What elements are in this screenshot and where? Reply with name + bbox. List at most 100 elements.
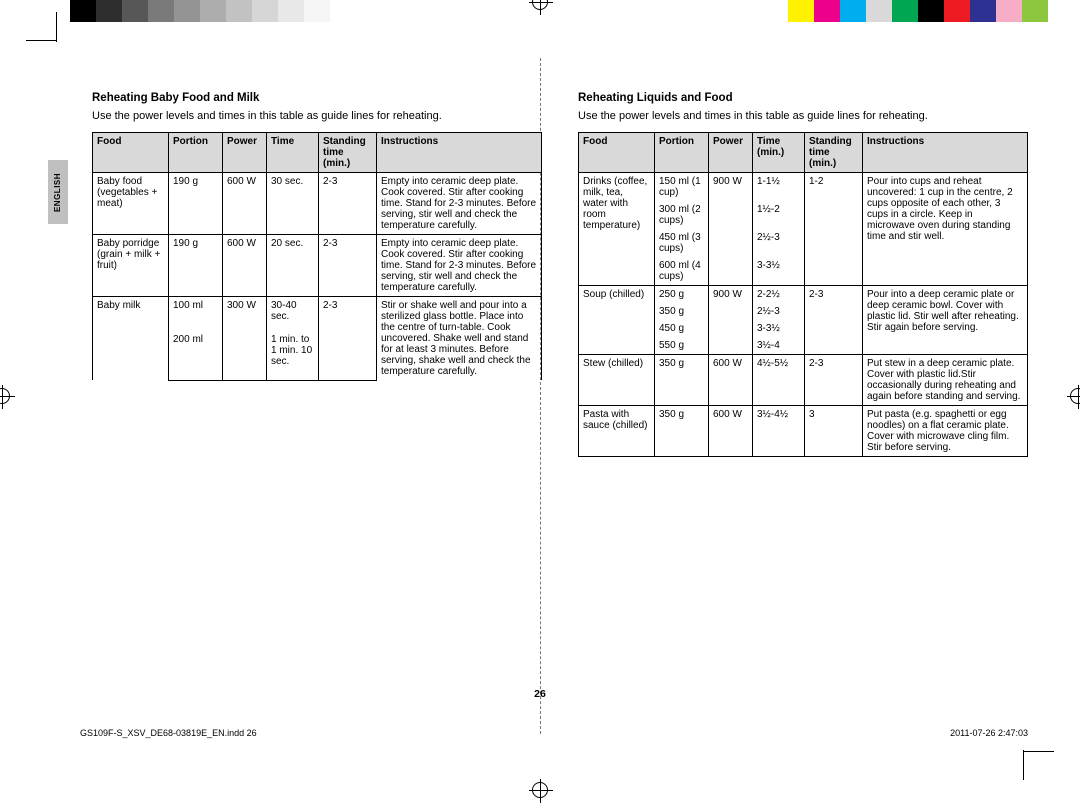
language-tab-label: ENGLISH: [54, 172, 63, 211]
table-row: Stew (chilled)350 g600 W4½-5½2-3Put stew…: [579, 355, 1028, 406]
table-header: Power: [709, 133, 753, 173]
cell-time: 1½-2: [753, 201, 805, 229]
cell-power: 600 W: [709, 355, 753, 406]
table-header: Instructions: [863, 133, 1028, 173]
print-footer: GS109F-S_XSV_DE68-03819E_EN.indd 26 2011…: [80, 728, 1028, 738]
cell-portion: 300 ml (2 cups): [655, 201, 709, 229]
cell-power: 600 W: [223, 235, 267, 297]
table-row: Soup (chilled)250 g900 W2-2½2-3Pour into…: [579, 286, 1028, 304]
cell-time: 3½-4½: [753, 406, 805, 457]
cell-power: 600 W: [709, 406, 753, 457]
cell-portion: 550 g: [655, 337, 709, 355]
cell-time: 30-40 sec.: [267, 297, 319, 332]
table-header: Food: [93, 133, 169, 173]
page-content: Reheating Baby Food and Milk Use the powe…: [92, 92, 1028, 700]
cell-standing: [805, 257, 863, 286]
cell-time: 2½-3: [753, 229, 805, 257]
cell-standing: [805, 201, 863, 229]
cell-portion: 600 ml (4 cups): [655, 257, 709, 286]
cell-food: Drinks (coffee, milk, tea, water with ro…: [579, 173, 655, 286]
cell-time: 2½-3: [753, 303, 805, 320]
cell-food: Soup (chilled): [579, 286, 655, 355]
crop-mark: [56, 12, 57, 42]
cell-power: [709, 337, 753, 355]
cell-portion: 350 g: [655, 406, 709, 457]
cell-standing: [805, 303, 863, 320]
cell-instructions: Pour into cups and reheat uncovered: 1 c…: [863, 173, 1028, 286]
registration-mark: [0, 388, 10, 404]
cell-food: Baby milk: [93, 297, 169, 381]
section-intro: Use the power levels and times in this t…: [578, 110, 1028, 122]
cell-power: [709, 303, 753, 320]
data-table: FoodPortionPowerTime (min.)Standing time…: [578, 132, 1028, 457]
section-title: Reheating Baby Food and Milk: [92, 92, 542, 104]
cell-portion: 250 g: [655, 286, 709, 304]
cell-time: 20 sec.: [267, 235, 319, 297]
crop-mark: [1023, 750, 1024, 780]
page-number: 26: [0, 688, 1080, 700]
cell-power: [709, 320, 753, 337]
table-header: Standing time (min.): [319, 133, 377, 173]
crop-mark: [26, 40, 56, 41]
cell-portion: 450 g: [655, 320, 709, 337]
cell-time: 3-3½: [753, 257, 805, 286]
cell-portion: 100 ml: [169, 297, 223, 332]
language-tab: ENGLISH: [48, 160, 68, 224]
cell-standing: [319, 331, 377, 380]
cell-standing: 2-3: [319, 235, 377, 297]
table-header: Time (min.): [753, 133, 805, 173]
section-column: Reheating Baby Food and Milk Use the powe…: [92, 92, 542, 700]
cell-time: 2-2½: [753, 286, 805, 304]
cell-time: 3-3½: [753, 320, 805, 337]
cell-standing: 2-3: [319, 297, 377, 332]
footer-file: GS109F-S_XSV_DE68-03819E_EN.indd 26: [80, 728, 257, 738]
crop-mark: [1024, 751, 1054, 752]
table-row: Baby food (vegetables + meat)190 g600 W3…: [93, 173, 542, 235]
table-header: Portion: [655, 133, 709, 173]
section-title: Reheating Liquids and Food: [578, 92, 1028, 104]
cell-standing: [805, 320, 863, 337]
color-bar-right: [788, 0, 1048, 22]
cell-instructions: Empty into ceramic deep plate. Cook cove…: [377, 173, 542, 235]
cell-power: [223, 331, 267, 380]
cell-portion: 190 g: [169, 173, 223, 235]
cell-time: 3½-4: [753, 337, 805, 355]
color-bar-left: [70, 0, 330, 22]
cell-standing: [805, 229, 863, 257]
cell-portion: 150 ml (1 cup): [655, 173, 709, 202]
table-header: Standing time (min.): [805, 133, 863, 173]
section-column: Reheating Liquids and Food Use the power …: [578, 92, 1028, 700]
cell-time: 1 min. to 1 min. 10 sec.: [267, 331, 319, 380]
table-header: Instructions: [377, 133, 542, 173]
table-header: Food: [579, 133, 655, 173]
cell-standing: 3: [805, 406, 863, 457]
cell-power: [709, 257, 753, 286]
cell-power: [709, 229, 753, 257]
cell-instructions: Pour into a deep ceramic plate or deep c…: [863, 286, 1028, 355]
section-intro: Use the power levels and times in this t…: [92, 110, 542, 122]
cell-time: 30 sec.: [267, 173, 319, 235]
cell-instructions: Empty into ceramic deep plate. Cook cove…: [377, 235, 542, 297]
registration-mark: [532, 782, 548, 798]
table-row: Pasta with sauce (chilled)350 g600 W3½-4…: [579, 406, 1028, 457]
cell-power: [709, 201, 753, 229]
cell-time: 4½-5½: [753, 355, 805, 406]
cell-time: 1-1½: [753, 173, 805, 202]
cell-instructions: Put stew in a deep ceramic plate. Cover …: [863, 355, 1028, 406]
cell-standing: 2-3: [805, 286, 863, 304]
cell-power: 900 W: [709, 286, 753, 304]
cell-food: Baby food (vegetables + meat): [93, 173, 169, 235]
cell-standing: 1-2: [805, 173, 863, 202]
cell-standing: [805, 337, 863, 355]
cell-instructions: Stir or shake well and pour into a steri…: [377, 297, 542, 381]
table-header: Power: [223, 133, 267, 173]
cell-instructions: Put pasta (e.g. spaghetti or egg noodles…: [863, 406, 1028, 457]
footer-date: 2011-07-26 2:47:03: [950, 728, 1028, 738]
cell-power: 600 W: [223, 173, 267, 235]
cell-power: 900 W: [709, 173, 753, 202]
registration-mark: [532, 0, 548, 10]
table-row: Drinks (coffee, milk, tea, water with ro…: [579, 173, 1028, 202]
cell-food: Stew (chilled): [579, 355, 655, 406]
registration-mark: [1070, 388, 1080, 404]
cell-food: Baby porridge (grain + milk + fruit): [93, 235, 169, 297]
